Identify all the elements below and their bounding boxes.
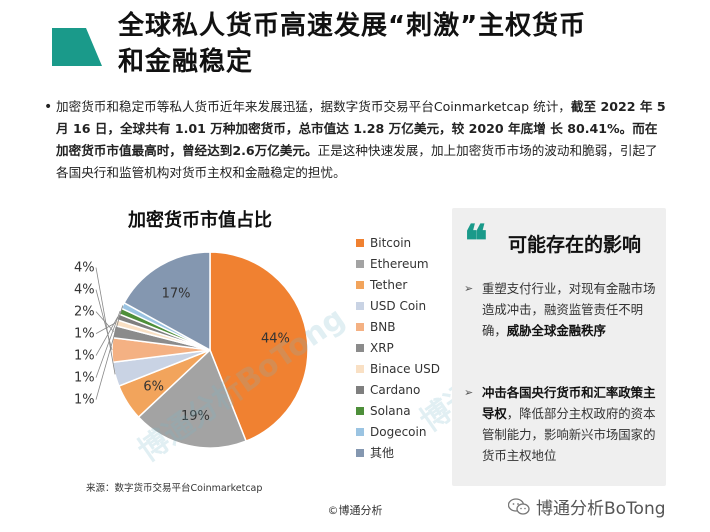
pie-data-label: 1% (74, 349, 95, 364)
legend-label: XRP (370, 340, 394, 355)
pie-data-label: 2% (74, 305, 95, 320)
legend-swatch (356, 385, 364, 394)
impact-panel: ❝ 可能存在的影响 ➢ 重塑支付行业，对现有金融市场造成冲击，融资监管责任不明确… (452, 208, 666, 486)
legend-swatch (356, 406, 364, 415)
legend-item: Cardano (356, 379, 440, 400)
legend-swatch (356, 448, 364, 457)
legend-item: Tether (356, 274, 440, 295)
legend-label: BNB (370, 319, 396, 334)
legend-label: Binace USD (370, 361, 440, 376)
intro-text-3: 正是这种快速发展，加上加密货币市场的波动和脆弱，引起了各国央行和监管机构对货币主… (56, 143, 658, 180)
impact-item-1-text: 重塑支付行业，对现有金融市场造成冲击，融资监管责任不明确， (482, 281, 656, 338)
legend-item: USD Coin (356, 295, 440, 316)
source-note: 来源：数字货币交易平台Coinmarketcap (86, 483, 263, 494)
legend-label: 其他 (370, 446, 395, 460)
chart-title: 加密货币市值占比 (128, 210, 272, 231)
arrow-bullet-icon: ➢ (464, 386, 474, 399)
legend-swatch (356, 427, 364, 436)
wechat-icon (508, 497, 530, 515)
legend-swatch (356, 322, 364, 331)
pie-data-label: 1% (74, 327, 95, 342)
chart-legend: Bitcoin Ethereum Tether USD Coin BNB XRP Binac… (356, 232, 440, 463)
brand-badge: 博通分析BoTong (508, 494, 666, 519)
legend-swatch (356, 238, 364, 247)
page-title-line1: 全球私人货币高速发展“刺激”主权货币 (118, 11, 587, 41)
pie-data-label: 4% (74, 283, 95, 298)
impact-item: ➢ 重塑支付行业，对现有金融市场造成冲击，融资监管责任不明确，威胁全球金融秩序 (464, 278, 660, 341)
impact-title: 可能存在的影响 (508, 234, 642, 256)
legend-item: BNB (356, 316, 440, 337)
page-title-line2: 和金融稳定 (118, 47, 254, 77)
legend-item: Dogecoin (356, 421, 440, 442)
pie-data-label: 4% (74, 261, 95, 276)
leader-line (95, 267, 116, 375)
intro-text-bold: 截至 2022 年 5 月 16 日，全球共有 1.01 万种加密货币，总市值达… (56, 99, 666, 158)
legend-label: Bitcoin (370, 235, 412, 250)
legend-label: Ethereum (370, 256, 429, 271)
brand-name: 博通分析BoTong (536, 499, 666, 519)
impact-item-1-bold: 威胁全球金融秩序 (506, 323, 606, 338)
quote-mark-icon: ❝ (464, 216, 488, 267)
legend-swatch (356, 280, 364, 289)
intro-text-1: 加密货币和稳定币等私人货币近年来发展迅猛，据数字货币交易平台Coinmarket… (56, 99, 571, 114)
pie-data-label: 1% (74, 371, 95, 386)
leader-line (95, 316, 119, 356)
pie-data-label: 1% (74, 393, 95, 408)
impact-item-2-bold: 冲击各国央行货币和汇率政策主导权 (482, 385, 656, 421)
pie-data-label: 6% (143, 380, 164, 395)
legend-label: Solana (370, 403, 411, 418)
copyright-text: ©博通分析 (327, 504, 383, 517)
legend-item: Binace USD (356, 358, 440, 379)
pie-data-label: 44% (261, 332, 290, 347)
title-accent-shape (52, 28, 102, 66)
pie-slice-10 (123, 251, 211, 352)
leader-line (95, 311, 115, 332)
legend-item: Bitcoin (356, 232, 440, 253)
leader-line (95, 305, 124, 400)
legend-swatch (356, 259, 364, 268)
legend-swatch (356, 343, 364, 352)
pie-chart: 44% 19% 6% 17% 4% 4% 2% 1% 1% 1% 1% (74, 251, 309, 449)
legend-label: Tether (370, 277, 408, 292)
legend-label: Dogecoin (370, 424, 427, 439)
leader-line (95, 322, 117, 334)
arrow-bullet-icon: ➢ (464, 282, 474, 295)
pie-slice-0 (209, 251, 309, 443)
pie-data-label: 19% (181, 409, 210, 424)
legend-swatch (356, 301, 364, 310)
pie-slice-1 (137, 348, 248, 449)
legend-item: XRP (356, 337, 440, 358)
bullet-dot-icon: • (44, 99, 53, 115)
impact-item: ➢ 冲击各国央行货币和汇率政策主导权，降低部分主权政府的资本管制能力，影响新兴市… (464, 382, 660, 466)
legend-item: Ethereum (356, 253, 440, 274)
leader-line (95, 310, 121, 378)
impact-item-2-text: ，降低部分主权政府的资本管制能力，影响新兴市场国家的货币主权地位 (482, 406, 656, 463)
legend-swatch (356, 364, 364, 373)
legend-label: USD Coin (370, 298, 427, 313)
legend-item: 其他 (356, 442, 440, 463)
pie-data-label: 17% (162, 287, 191, 302)
intro-paragraph: • 加密货币和稳定币等私人货币近年来发展迅猛，据数字货币交易平台Coinmark… (44, 96, 666, 184)
page-title: 全球私人货币高速发展“刺激”主权货币 和金融稳定 (118, 8, 586, 80)
legend-label: Cardano (370, 382, 421, 397)
legend-item: Solana (356, 400, 440, 421)
